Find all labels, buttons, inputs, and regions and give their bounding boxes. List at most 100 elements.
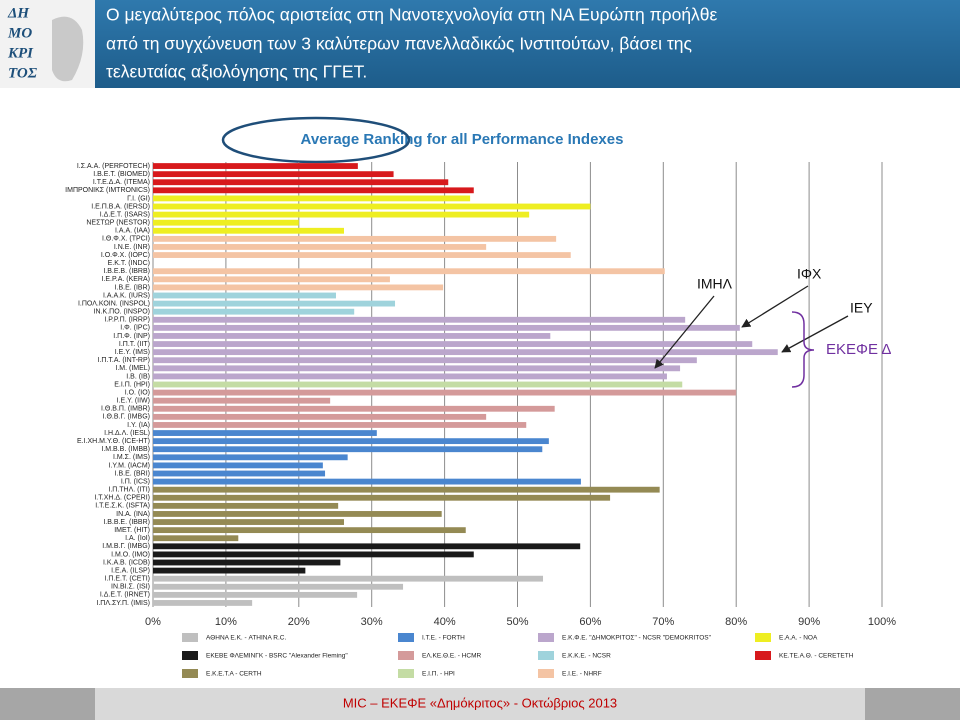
y-tick-label: Ι.Τ.ΧΗ.Δ. (CPERI) (94, 495, 150, 502)
y-tick-label: Ι.Θ.Β.Γ. (IMBG) (103, 414, 150, 421)
bar (153, 397, 331, 404)
bar (153, 389, 737, 396)
bar (153, 292, 336, 299)
logo-text: ΔΗ (7, 5, 30, 21)
x-tick-label: 20% (288, 616, 310, 628)
y-tick-label: Ι.Μ.Σ. (IMS) (113, 454, 150, 461)
y-tick-label: Ι.Ε.Υ. (IIW) (117, 398, 150, 405)
y-tick-label: Ι.Β.Ε. (IBR) (115, 284, 150, 291)
y-tick-label: Ι.Β.Ε.Τ. (BIOMED) (93, 171, 150, 178)
x-tick-label: 40% (434, 616, 456, 628)
y-tick-label: Ι.Ε.Α. (ILSP) (111, 567, 150, 574)
footer: MIC – ΕΚΕΦΕ «Δημόκριτος» - Οκτώβριος 201… (343, 695, 617, 710)
y-tick-label: Ι.Β.Β.Ε. (IBBR) (103, 519, 150, 526)
legend-label: ΕΚΕΒΕ ΦΛΕΜΙΝΓΚ - BSRC "Alexander Fleming… (206, 653, 348, 660)
legend-swatch (755, 633, 771, 642)
y-tick-label: Ι.ΠΟΛ.ΚΟΙΝ. (INSPOL) (78, 300, 150, 307)
annotation: ΕΚΕΦΕ Δ (826, 341, 891, 358)
y-tick-label: Ι.Θ.Β.Π. (IMBR) (101, 406, 150, 413)
y-tick-label: ΙΝ.Α. (INA) (116, 511, 150, 518)
bar (153, 486, 660, 493)
y-tick-label: ΙΜΠΡΟΝΙΚΣ (IMTRONICS) (65, 187, 150, 194)
bar (153, 559, 341, 566)
y-tick-label: Ι.Θ.Φ.Χ. (TPCI) (102, 236, 150, 243)
x-tick-label: 30% (361, 616, 383, 628)
title-ellipse (221, 116, 411, 164)
logo-text: ΚΡΙ (7, 45, 34, 61)
y-tick-label: Ι.Ο.Φ.Χ. (IOPC) (101, 252, 150, 259)
bar (153, 276, 390, 283)
y-tick-label: Ι.Μ.Β.Β. (IMBB) (101, 446, 150, 453)
bar (153, 600, 253, 606)
y-tick-label: Ι.Μ.Β.Γ. (IMBG) (102, 543, 150, 550)
y-tick-label: ΝΕΣΤΩΡ (NESTOR) (86, 220, 150, 227)
footer-right (865, 688, 960, 720)
bar (153, 551, 474, 558)
legend-label: Ι.Τ.Ε. - FORTH (422, 635, 465, 642)
bar (153, 219, 299, 226)
bar (153, 519, 344, 525)
annotation: ΙΕΥ (850, 300, 873, 316)
logo-text: ΜΟ (7, 25, 32, 41)
x-tick-label: 70% (652, 616, 674, 628)
header-band (0, 0, 960, 88)
y-tick-label: Ι.Α.Α.Κ. (IURS) (103, 292, 150, 299)
y-tick-label: ΙΝ.ΒΙ.Σ. (ISI) (111, 584, 150, 591)
y-tick-label: Ι.Τ.Ε.Σ.Κ. (ISFTA) (95, 503, 150, 510)
bar (153, 511, 442, 517)
legend-label: Ε.Α.Α. - NOA (779, 635, 818, 642)
bar (153, 341, 753, 347)
annotations: ΙΜΗΛ ΙΦΧ ΙΕΥ ΕΚΕΦΕ Δ (654, 266, 891, 388)
y-tick-label: Ι.Μ.Ο. (IMO) (111, 551, 150, 558)
bar (153, 543, 581, 550)
legend-label: ΕΛ.ΚΕ.Θ.Ε. - HCMR (422, 653, 482, 660)
bar (153, 179, 449, 186)
annotation: ΙΦΧ (797, 266, 822, 282)
bar (153, 187, 474, 194)
bar (153, 324, 740, 331)
y-tick-label: Ι.Μ. (IMEL) (115, 365, 150, 372)
header-line: από τη συγχώνευση των 3 καλύτερων πανελλ… (106, 34, 692, 54)
y-tick-label: Ι.Κ.Α.Β. (ICDB) (103, 559, 150, 566)
header-line: Ο μεγαλύτερος πόλος αριστείας στη Νανοτε… (106, 5, 718, 25)
y-tick-label: Ι.Ε.Ρ.Α. (KERA) (101, 276, 150, 283)
arrow (781, 315, 849, 353)
legend-swatch (755, 651, 771, 660)
y-tick-label: Ε.Ι.ΧΗ.Μ.Υ.Θ. (ICE-HT) (77, 438, 150, 445)
y-tick-label: Ι.Σ.Α.Α. (PERFOTECH) (77, 163, 150, 170)
bar (153, 203, 591, 210)
y-tick-label: Ι.Α. (IoI) (125, 535, 150, 542)
x-tick-label: 60% (579, 616, 601, 628)
bar (153, 478, 581, 485)
bar (153, 235, 557, 242)
header-title: Ο μεγαλύτερος πόλος αριστείας στη Νανοτε… (106, 5, 718, 82)
bar (153, 227, 344, 234)
y-tick-label: Ε.Ι.Π. (HPI) (114, 381, 150, 388)
legend-label: Ε.Κ.Φ.Ε. "ΔΗΜΟΚΡΙΤΟΣ" - NCSR "DEMOKRITOS… (562, 635, 712, 642)
annotation: ΙΜΗΛ (697, 276, 733, 292)
bar (153, 405, 555, 412)
y-tick-label: Ι.Υ.Μ. (IACM) (109, 462, 151, 469)
x-tick-label: 10% (215, 616, 237, 628)
bar (153, 454, 348, 461)
logo-bust (52, 16, 84, 82)
y-tick-label: Ε.Κ.Τ. (INDC) (108, 260, 150, 267)
bar (153, 583, 404, 590)
bar (153, 535, 239, 542)
x-tick-label: 100% (868, 616, 896, 628)
arrow (741, 285, 809, 328)
x-tick-label: 90% (798, 616, 820, 628)
y-tick-label: Ι.Ο. (IO) (125, 389, 150, 396)
y-tick-label: Ι.Β.Ε.Β. (IBRB) (103, 268, 150, 275)
legend-swatch (182, 669, 198, 678)
y-tick-label: Ι.Τ.Ε.Δ.Α. (ITEMA) (93, 179, 150, 186)
logo-text: ΤΟΣ (8, 65, 38, 81)
bar (153, 575, 544, 582)
y-tick-label: Ι.Β.Ε. (BRI) (115, 470, 150, 477)
legend-label: Ε.Ι.Ε. - NHRF (562, 671, 602, 678)
brace (791, 311, 815, 388)
bar (153, 195, 471, 202)
bar (153, 502, 339, 509)
plot: 0% 10% 20% 30% 40% 50% 60% 70% 80% 90% 100% Ι.Σ.Α.Α… (65, 162, 896, 628)
y-tick-label: Ι.Β. (IB) (126, 373, 150, 380)
